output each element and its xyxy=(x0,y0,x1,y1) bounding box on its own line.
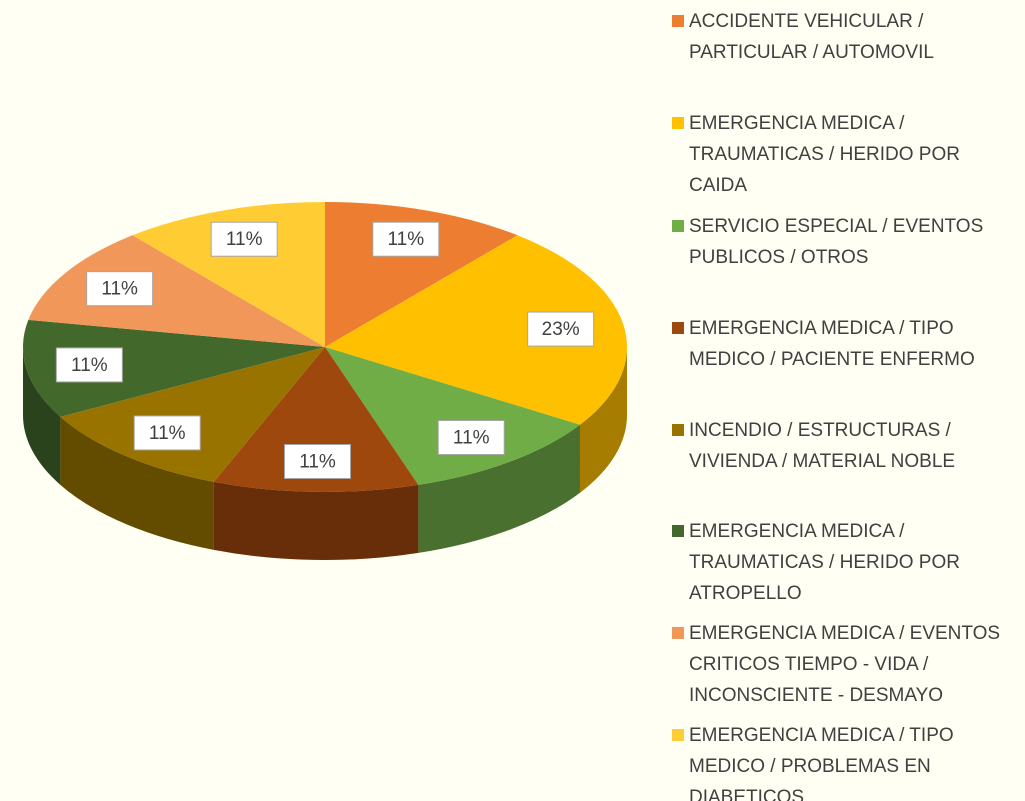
legend-label: INCENDIO / ESTRUCTURAS / VIVIENDA / MATE… xyxy=(689,420,956,472)
data-label: 11% xyxy=(388,229,425,250)
legend-entry: EMERGENCIA MEDICA / TIPO MEDICO / PROBLE… xyxy=(672,720,1017,801)
legend-swatch xyxy=(672,117,684,129)
data-label-box xyxy=(372,221,440,257)
data-label: 11% xyxy=(149,423,186,444)
legend-swatch xyxy=(672,525,684,537)
legend-label: EMERGENCIA MEDICA / TRAUMATICAS / HERIDO… xyxy=(689,113,960,196)
slice-side xyxy=(213,481,419,561)
data-label-box xyxy=(284,443,352,479)
slice xyxy=(60,347,326,482)
slice-side xyxy=(579,347,627,493)
slice-side-shade xyxy=(22,347,61,485)
data-label-box xyxy=(86,271,154,307)
legend-entry: INCENDIO / ESTRUCTURAS / VIVIENDA / MATE… xyxy=(672,415,1017,477)
slice-side xyxy=(22,347,61,485)
legend-swatch xyxy=(672,322,684,334)
data-label-box xyxy=(527,311,595,347)
legend-label: SERVICIO ESPECIAL / EVENTOS PUBLICOS / O… xyxy=(689,216,984,268)
slice-side-shade xyxy=(418,424,580,553)
legend-swatch xyxy=(672,424,684,436)
legend-entry: ACCIDENTE VEHICULAR / PARTICULAR / AUTOM… xyxy=(672,6,1017,68)
legend-entry: EMERGENCIA MEDICA / TRAUMATICAS / HERIDO… xyxy=(672,516,1017,609)
data-label: 11% xyxy=(71,355,108,376)
data-label: 11% xyxy=(453,428,490,449)
legend-label: EMERGENCIA MEDICA / EVENTOS CRITICOS TIE… xyxy=(689,623,1001,706)
legend-swatch xyxy=(672,729,684,741)
legend-label: EMERGENCIA MEDICA / TIPO MEDICO / PACIEN… xyxy=(689,318,975,370)
slice xyxy=(23,319,325,417)
legend-entry: EMERGENCIA MEDICA / TRAUMATICAS / HERIDO… xyxy=(672,108,1017,201)
data-label-box xyxy=(210,221,278,257)
data-label-box xyxy=(133,415,201,451)
data-label: 11% xyxy=(299,452,336,473)
slice xyxy=(325,347,580,485)
legend-swatch xyxy=(672,627,684,639)
data-label: 11% xyxy=(226,229,263,250)
data-label: 23% xyxy=(542,319,580,340)
slice-side-shade xyxy=(60,416,214,550)
data-label: 11% xyxy=(101,279,138,300)
legend-label: EMERGENCIA MEDICA / TIPO MEDICO / PROBLE… xyxy=(689,725,954,801)
data-label-box xyxy=(437,420,505,456)
legend-entry: EMERGENCIA MEDICA / TIPO MEDICO / PACIEN… xyxy=(672,313,1017,375)
legend-label: ACCIDENTE VEHICULAR / PARTICULAR / AUTOM… xyxy=(689,11,934,63)
legend-entry: SERVICIO ESPECIAL / EVENTOS PUBLICOS / O… xyxy=(672,211,1017,273)
legend-swatch xyxy=(672,220,684,232)
slice-side xyxy=(60,416,214,550)
slice xyxy=(325,235,628,425)
pie-area: 11% 23% 11% 11% 11% 11% 11% 11% xyxy=(22,202,628,561)
slice-side xyxy=(418,424,580,553)
slice-side-shade xyxy=(579,347,627,493)
slice xyxy=(213,347,419,493)
slice-side-shade xyxy=(213,481,419,561)
data-label-box xyxy=(55,347,123,383)
legend-entry: EMERGENCIA MEDICA / EVENTOS CRITICOS TIE… xyxy=(672,618,1017,711)
legend-swatch xyxy=(672,15,684,27)
slice xyxy=(28,235,326,347)
legend-label: EMERGENCIA MEDICA / TRAUMATICAS / HERIDO… xyxy=(689,521,960,604)
